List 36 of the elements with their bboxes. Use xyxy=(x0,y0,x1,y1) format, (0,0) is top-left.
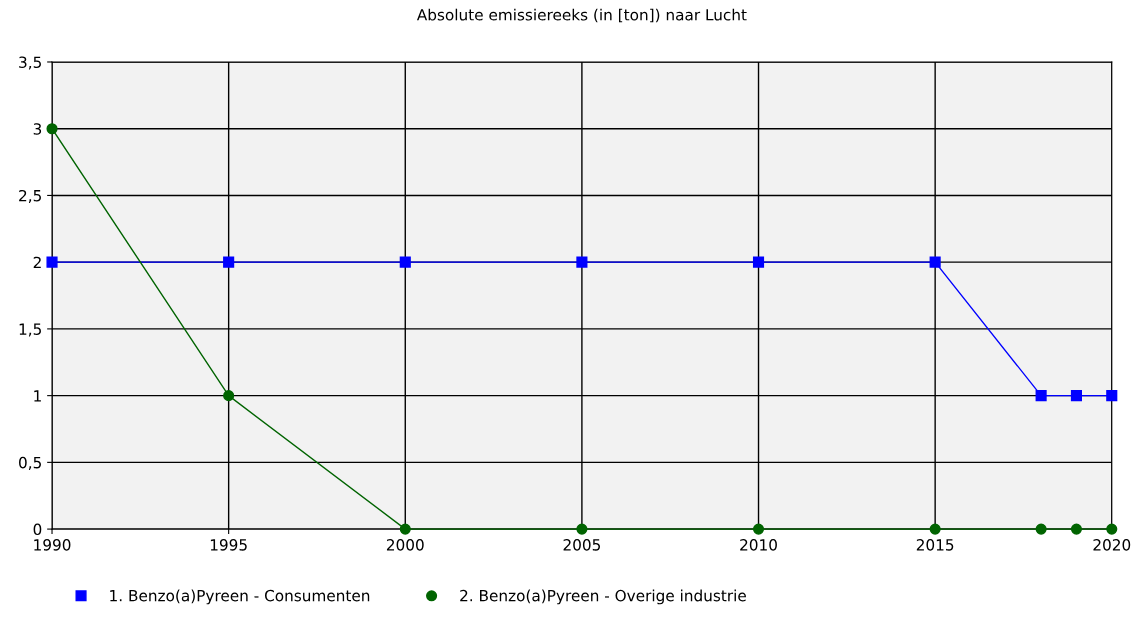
y-tick-label: 0,5 xyxy=(19,456,41,470)
x-tick-label: 1990 xyxy=(34,539,71,551)
x-tick-label: 2000 xyxy=(386,539,424,551)
point xyxy=(399,256,411,268)
y-tick-label: 3,5 xyxy=(19,56,41,70)
point xyxy=(1070,390,1083,402)
x-tick-label: 2015 xyxy=(916,539,954,551)
y-tick-label: 3 xyxy=(33,123,42,135)
y-tick-label: 0 xyxy=(33,523,42,536)
point xyxy=(1106,390,1118,402)
y-tick-label: 2,5 xyxy=(19,189,41,204)
point xyxy=(223,390,235,402)
x-tick-label: 2020 xyxy=(1093,539,1131,551)
point xyxy=(1070,523,1083,535)
point xyxy=(1106,523,1118,535)
point xyxy=(752,256,765,268)
point xyxy=(223,256,235,268)
x-tick-label: 1995 xyxy=(210,539,247,551)
chart-title: Absolute emissiereeks (in [ton]) naar Lucht xyxy=(416,8,747,23)
point xyxy=(576,523,588,535)
point xyxy=(929,523,941,535)
point xyxy=(752,523,765,535)
x-tick-label: 2005 xyxy=(563,539,601,551)
legend-label: 2. Benzo(a)Pyreen - Overige industrie xyxy=(460,589,746,605)
point xyxy=(576,256,588,268)
point xyxy=(1035,390,1047,402)
y-tick-label: 1 xyxy=(34,390,41,402)
point xyxy=(1035,523,1047,535)
legend-label: 1. Benzo(a)Pyreen - Consumenten xyxy=(110,589,370,605)
y-tick-label: 1,5 xyxy=(19,323,41,337)
point xyxy=(46,256,58,268)
x-tick-label: 2010 xyxy=(740,539,777,551)
point xyxy=(929,256,941,268)
point xyxy=(399,523,411,535)
point xyxy=(46,123,58,135)
y-tick-label: 2 xyxy=(33,256,41,268)
